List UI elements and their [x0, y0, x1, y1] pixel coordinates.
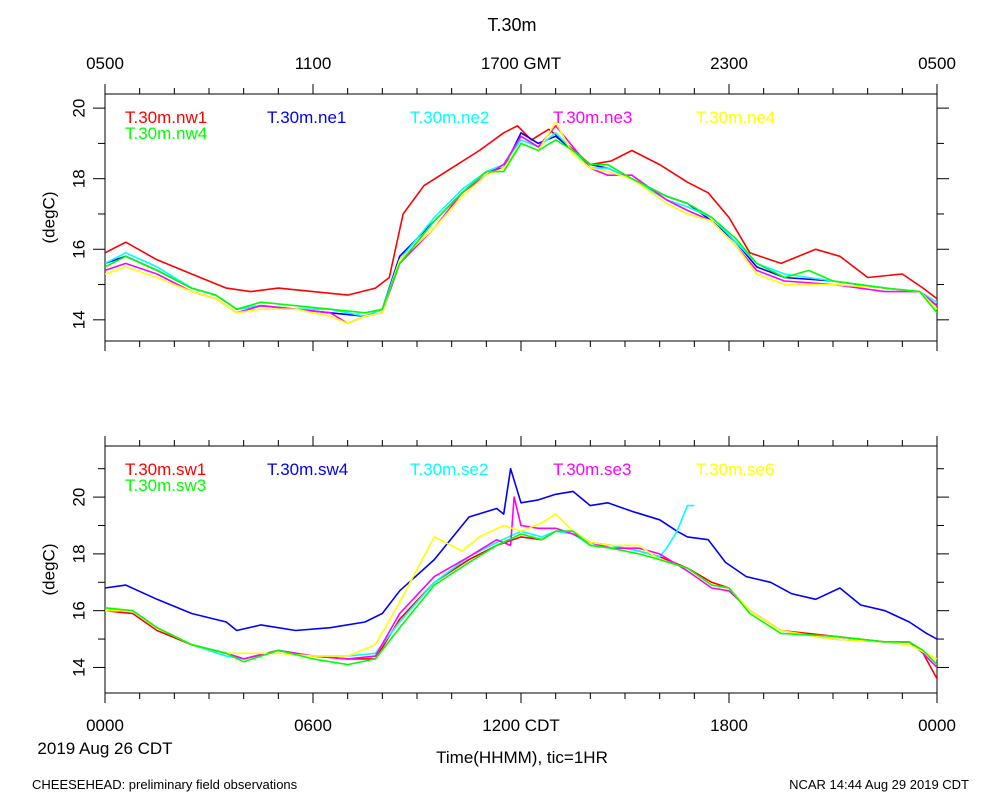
- series-line-t-30m-sw4: [105, 467, 937, 640]
- footer-right: NCAR 14:44 Aug 29 2019 CDT: [789, 777, 969, 792]
- series-line-t-30m-se2: [105, 504, 695, 660]
- series-line-t-30m-se6: [105, 513, 937, 660]
- y-tick-label: 14: [69, 658, 88, 677]
- series-line-t-30m-ne3: [105, 125, 937, 325]
- legend-entry-t-30m-ne3: T.30m.ne3: [553, 108, 632, 127]
- series-line-t-30m-se3: [105, 496, 937, 668]
- bottom-axis-label: 0600: [294, 716, 332, 735]
- x-axis-title: Time(HHMM), tic=1HR: [436, 748, 608, 767]
- top-axis-label: 2300: [710, 54, 748, 73]
- bottom-axis-label: 0000: [918, 716, 956, 735]
- chart-panels: 14 16 18 20 (degC) T.30m.nw1 T.30m.ne1 T.30m.ne…: [39, 84, 949, 703]
- legend-entry-t-30m-sw1: T.30m.sw1: [125, 460, 206, 479]
- legend-entry-t-30m-nw4: T.30m.nw4: [125, 124, 207, 143]
- legend-entry-t-30m-ne1: T.30m.ne1: [267, 108, 346, 127]
- y-tick-label: 16: [69, 240, 88, 259]
- legend-entry-t-30m-ne4: T.30m.ne4: [696, 108, 775, 127]
- y-tick-label: 18: [69, 544, 88, 563]
- top-axis-label: 1100: [295, 54, 332, 73]
- y-tick-label: 14: [69, 310, 88, 329]
- series-line-t-30m-sw3: [105, 530, 937, 666]
- series-line-t-30m-ne4: [105, 121, 937, 325]
- series-lines: [105, 121, 937, 325]
- legend-entry-t-30m-nw1: T.30m.nw1: [125, 108, 207, 127]
- footer-left: CHEESEHEAD: preliminary field observatio…: [32, 777, 298, 792]
- top-axis-label: 1700 GMT: [481, 54, 561, 73]
- legend-entry-t-30m-sw4: T.30m.sw4: [267, 460, 348, 479]
- y-axis-label: (degC): [39, 192, 58, 244]
- series-lines: [105, 467, 937, 680]
- legend-entry-t-30m-ne2: T.30m.ne2: [410, 108, 489, 127]
- chart-panel-2: 14 16 18 20 (degC) T.30m.sw1 T.30m.sw4 T.30m.se…: [39, 436, 949, 703]
- series-line-t-30m-nw4: [105, 139, 937, 314]
- top-gmt-axis-labels: 0500 1100 1700 GMT 2300 0500: [86, 54, 956, 73]
- y-tick-label: 20: [69, 99, 88, 118]
- top-axis-label: 0500: [918, 54, 956, 73]
- top-axis-label: 0500: [86, 54, 124, 73]
- y-axis-label: (degC): [39, 544, 58, 596]
- date-label: 2019 Aug 26 CDT: [37, 739, 172, 758]
- y-tick-label: 18: [69, 169, 88, 188]
- bottom-cdt-axis-labels: 0000 0600 1200 CDT 1800 0000: [86, 716, 956, 735]
- y-tick-label: 16: [69, 601, 88, 620]
- chart-panel-1: 14 16 18 20 (degC) T.30m.nw1 T.30m.ne1 T.30m.ne…: [39, 84, 949, 351]
- y-tick-label: 20: [69, 488, 88, 507]
- bottom-axis-label: 1800: [710, 716, 748, 735]
- figure-title: T.30m: [487, 15, 536, 35]
- legend-entry-t-30m-se2: T.30m.se2: [410, 460, 488, 479]
- legend-entry-t-30m-se6: T.30m.se6: [696, 460, 774, 479]
- legend-entry-t-30m-sw3: T.30m.sw3: [125, 476, 206, 495]
- bottom-axis-label: 0000: [86, 716, 124, 735]
- bottom-axis-label: 1200 CDT: [482, 716, 559, 735]
- legend-entry-t-30m-se3: T.30m.se3: [553, 460, 631, 479]
